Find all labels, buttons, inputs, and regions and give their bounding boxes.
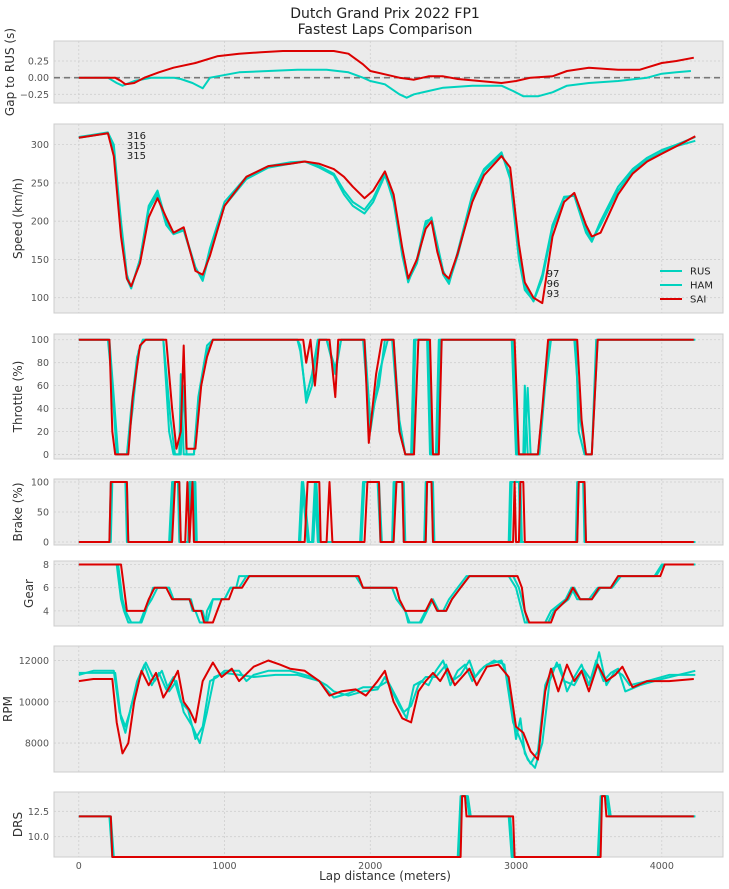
y-axis-label: Throttle (%) xyxy=(11,361,25,434)
panel-gap: −0.25 0.00 0.25 Gap to RUS (s) xyxy=(3,28,724,116)
plot-area xyxy=(53,560,724,627)
plot-area xyxy=(53,123,724,314)
y-tick-label: 10.0 xyxy=(28,832,49,843)
chart-title: Dutch Grand Prix 2022 FP1 xyxy=(290,6,480,22)
legend-label-rus: RUS xyxy=(690,267,711,278)
y-tick-label: 100 xyxy=(31,478,49,489)
y-tick-label: 0.00 xyxy=(28,73,49,84)
y-tick-label: 8 xyxy=(43,560,49,571)
y-tick-label: 200 xyxy=(31,217,49,228)
x-tick-label: 4000 xyxy=(650,861,674,872)
y-tick-label: 150 xyxy=(31,255,49,266)
series-line-sai xyxy=(78,563,694,624)
y-axis-label: Speed (km/h) xyxy=(11,178,25,259)
y-axis-label: RPM xyxy=(1,696,15,722)
series-line-sai xyxy=(78,659,694,761)
plot-area xyxy=(53,333,724,460)
y-tick-label: 250 xyxy=(31,178,49,189)
speed-annotation: 315 xyxy=(127,141,146,152)
plot-area xyxy=(53,40,724,104)
y-tick-label: 20 xyxy=(37,427,49,438)
y-tick-label: 8000 xyxy=(25,739,49,750)
speed-annotation: 96 xyxy=(547,279,560,290)
series-line-sai xyxy=(78,795,694,858)
y-tick-label: −0.25 xyxy=(20,90,49,101)
y-tick-label: 10000 xyxy=(19,697,49,708)
y-tick-label: 0 xyxy=(43,450,49,461)
y-tick-label: 12.5 xyxy=(28,807,49,818)
y-tick-label: 100 xyxy=(31,293,49,304)
legend: RUS HAM SAI xyxy=(660,267,713,306)
plot-area xyxy=(53,791,724,858)
y-tick-label: 300 xyxy=(31,140,49,151)
y-tick-label: 60 xyxy=(37,381,49,392)
panel-rpm: 8000 10000 12000 RPM xyxy=(1,645,724,773)
y-tick-label: 4 xyxy=(43,606,49,617)
speed-annotation: 93 xyxy=(547,289,560,300)
y-axis-label: Gear xyxy=(22,579,36,608)
series-line-sai xyxy=(78,481,694,543)
y-tick-label: 12000 xyxy=(19,656,49,667)
panel-brake: 0 50 100 Brake (%) xyxy=(11,478,724,549)
speed-annotation: 315 xyxy=(127,151,146,162)
y-tick-label: 6 xyxy=(43,583,49,594)
series-line-ham xyxy=(78,651,696,769)
speed-annotation: 316 xyxy=(127,131,146,142)
x-tick-label: 3000 xyxy=(504,861,528,872)
series-line-ham xyxy=(78,68,691,99)
series-line-sai xyxy=(78,338,694,456)
series-line-rus xyxy=(78,659,696,765)
y-tick-label: 0 xyxy=(43,538,49,549)
y-tick-label: 40 xyxy=(37,404,49,415)
legend-label-sai: SAI xyxy=(690,295,706,306)
panel-throttle: 0 20 40 60 80 100 Throttle (%) xyxy=(11,333,724,461)
x-tick-label: 0 xyxy=(76,861,82,872)
panel-gear: 4 6 8 Gear xyxy=(22,560,724,627)
legend-label-ham: HAM xyxy=(690,281,713,292)
speed-annotation: 97 xyxy=(547,269,560,280)
series-line-sai xyxy=(78,132,696,305)
y-axis-label: DRS xyxy=(11,812,25,837)
chart-subtitle: Fastest Laps Comparison xyxy=(298,22,473,38)
x-axis-label: Lap distance (meters) xyxy=(319,869,451,883)
y-tick-label: 80 xyxy=(37,358,49,369)
y-axis-label: Brake (%) xyxy=(11,482,25,541)
y-tick-label: 50 xyxy=(37,508,49,519)
y-tick-label: 0.25 xyxy=(28,57,49,68)
x-tick-label: 2000 xyxy=(358,861,382,872)
series-line-sai xyxy=(78,50,694,86)
x-tick-label: 1000 xyxy=(212,861,236,872)
y-tick-label: 100 xyxy=(31,335,49,346)
plot-area xyxy=(53,645,724,773)
y-axis-label: Gap to RUS (s) xyxy=(3,28,17,116)
